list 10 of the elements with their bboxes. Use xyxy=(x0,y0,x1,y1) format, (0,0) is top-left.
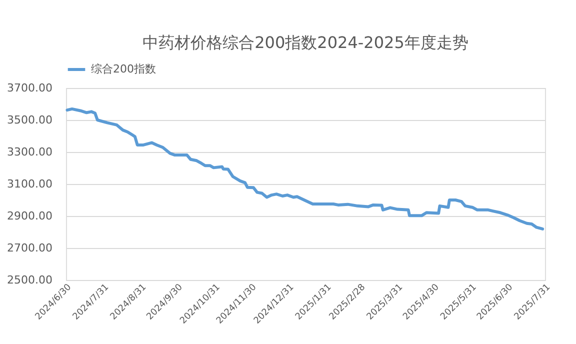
y-tick-label: 3300.00 xyxy=(7,146,52,158)
y-tick-label: 3100.00 xyxy=(7,178,52,190)
line-series xyxy=(66,107,544,230)
legend-label: 综合200指数 xyxy=(91,62,156,76)
y-tick-label: 2900.00 xyxy=(7,210,52,222)
chart-title: 中药材价格综合200指数2024-2025年度走势 xyxy=(142,33,468,52)
y-tick-label: 3500.00 xyxy=(7,114,52,126)
y-tick-label: 2700.00 xyxy=(7,242,52,254)
y-tick-label: 3700.00 xyxy=(7,82,52,94)
y-tick-label: 2500.00 xyxy=(7,274,52,286)
